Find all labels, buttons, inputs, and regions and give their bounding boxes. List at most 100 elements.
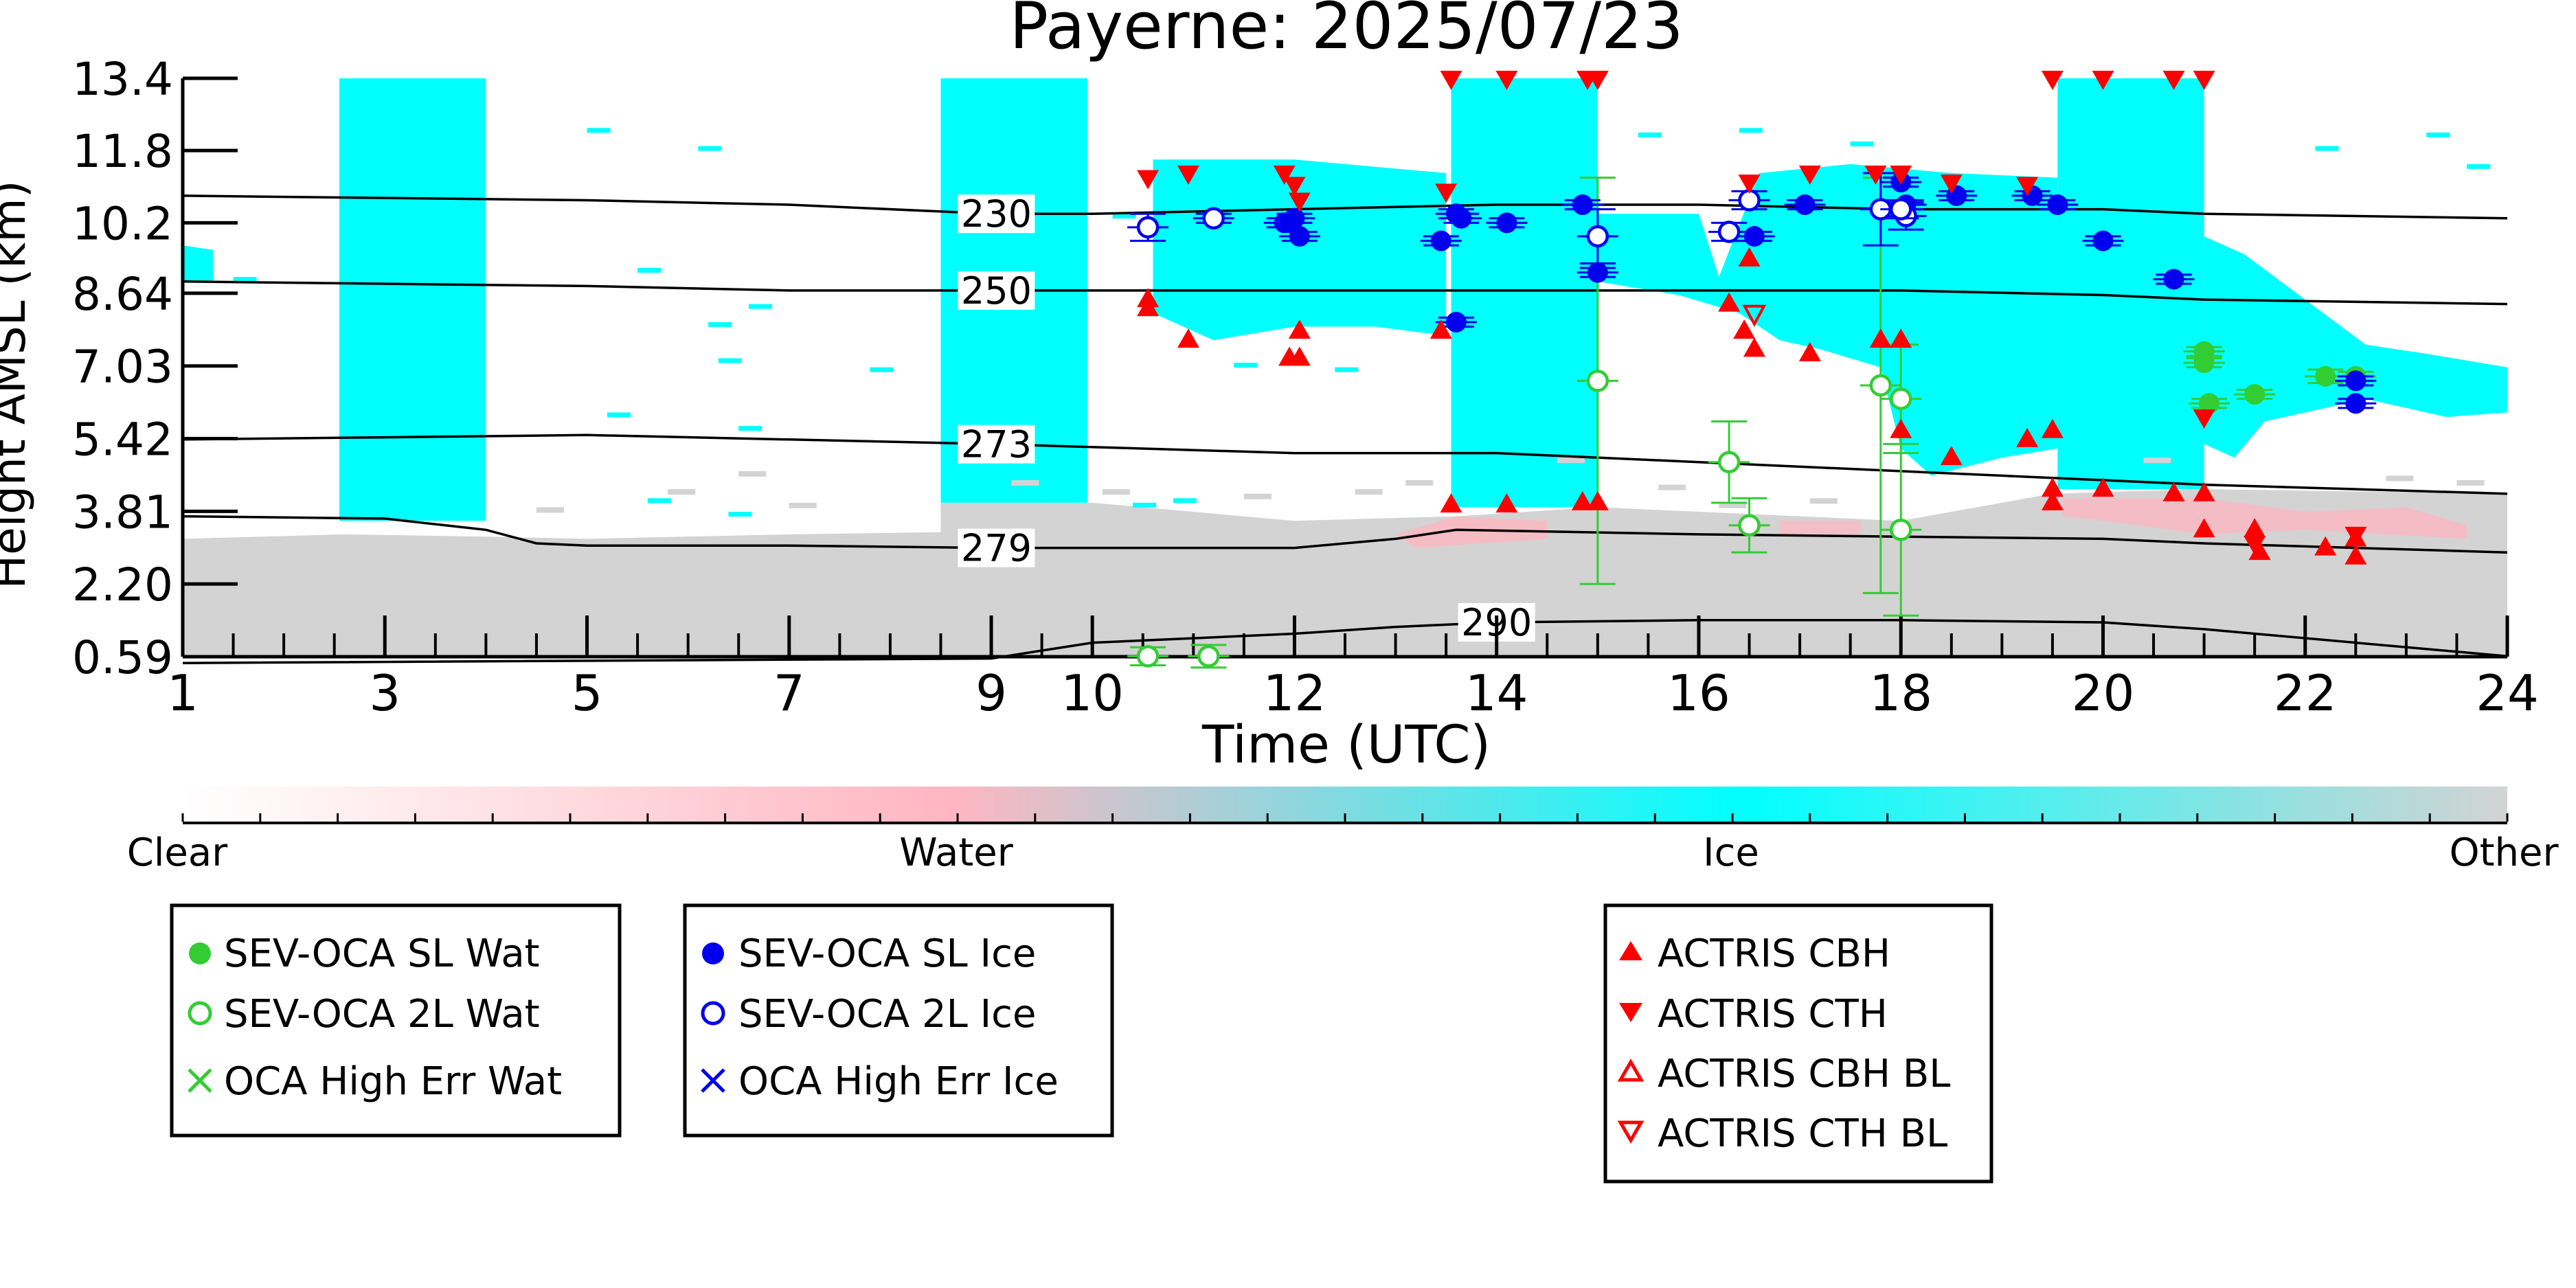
legend-label-cbh: ACTRIS CBH (1658, 931, 1890, 976)
marker-sev-oca-sl-ice (1451, 207, 1472, 229)
legend-label-2l-wat: SEV-OCA 2L Wat (224, 992, 540, 1037)
ice-fleck (1173, 498, 1197, 504)
isotherm-line (182, 515, 2508, 554)
aerosol-speckle (1557, 457, 1585, 464)
marker-actris-cbh (1430, 319, 1452, 339)
ice-cloud (1597, 163, 2058, 476)
marker-sev-oca-sl-ice (1572, 194, 1593, 216)
marker-sev-oca-sl-ice (1289, 226, 1310, 247)
ice-fleck (708, 321, 732, 327)
isotherm-line (182, 619, 2508, 664)
water-patch (1395, 516, 1548, 548)
marker-sev-oca-sl-wat (2198, 393, 2219, 414)
marker-actris-cbh (1743, 337, 1765, 357)
marker-sev-oca-sl-ice (1445, 311, 1467, 332)
ice-cloud (1153, 159, 1447, 341)
x-tick-label: 7 (773, 664, 805, 722)
marker-sev-oca-2l-ice (1889, 198, 1912, 221)
marker-actris-cth (1177, 166, 1199, 185)
isotherm-line (182, 194, 2508, 220)
aerosol-speckle (1809, 498, 1838, 504)
x-axis-label: Time (UTC) (1201, 714, 1491, 775)
marker-actris-cth (2193, 71, 2215, 90)
aerosol-speckle (1658, 484, 1686, 490)
legend-ice: SEV-OCA SL Ice SEV-OCA 2L Ice OCA High E… (683, 903, 1114, 1138)
marker-actris-cth-bl (1742, 304, 1767, 328)
marker-actris-cth (1940, 174, 1963, 194)
marker-sev-oca-2l-wat (1869, 374, 1893, 397)
ice-fleck (1850, 142, 1874, 147)
marker-actris-cth (1890, 166, 1912, 185)
legend-label-cth-bl: ACTRIS CTH BL (1658, 1111, 1947, 1156)
marker-actris-cbh (1440, 493, 1462, 513)
marker-actris-cbh (2092, 477, 2114, 497)
x-tick-label: 5 (572, 664, 603, 722)
marker-actris-cbh (1137, 297, 1160, 317)
x-tick-label: 12 (1263, 664, 1326, 722)
ice-fleck (1739, 128, 1763, 133)
y-tick-label: 3.81 (72, 486, 173, 539)
marker-actris-cth (1435, 183, 1458, 203)
isotherm-line (182, 433, 2508, 495)
marker-sev-oca-2l-wat (1197, 645, 1220, 668)
legend-label-cbh-bl: ACTRIS CBH BL (1658, 1052, 1950, 1096)
aerosol-speckle (789, 502, 817, 508)
legend-box-water (170, 903, 622, 1138)
marker-actris-cth (1798, 166, 1821, 185)
aerosol-speckle (738, 471, 767, 477)
legend-label-sl-ice: SEV-OCA SL Ice (738, 931, 1036, 976)
marker-actris-cbh (1890, 418, 1912, 438)
marker-actris-cbh (2244, 518, 2266, 538)
marker-actris-cth (2193, 409, 2215, 429)
ice-fleck (2426, 132, 2450, 137)
marker-sev-oca-sl-ice (1284, 207, 1305, 229)
legend-marker-2l-wat (188, 1001, 212, 1026)
marker-actris-cth (1440, 71, 1462, 90)
y-tick-label: 11.8 (72, 125, 173, 178)
x-tick-label: 18 (1869, 664, 1932, 722)
marker-sev-oca-sl-ice (1743, 226, 1765, 247)
aerosol-speckle (1011, 479, 1039, 486)
marker-sev-oca-2l-wat (1889, 519, 1912, 541)
marker-sev-oca-sl-ice (1430, 230, 1451, 251)
colorbar-ticks (181, 813, 2509, 824)
isotherm-line (182, 280, 2508, 306)
ice-fleck (1638, 132, 1662, 137)
aerosol-speckle (1243, 493, 1272, 499)
legend-water: SEV-OCA SL Wat SEV-OCA 2L Wat OCA High E… (170, 903, 622, 1138)
plot-axes: 0.59 2.20 3.81 5.42 7.03 8.64 10.2 11.8 13.4 1 3 5 7… (72, 53, 2539, 722)
ice-fleck (738, 426, 762, 431)
aerosol-speckle (1719, 502, 1747, 508)
y-tick-label: 2.20 (72, 558, 173, 611)
ice-cloud (183, 245, 214, 282)
legend-label-sl-wat: SEV-OCA SL Wat (224, 931, 540, 976)
marker-sev-oca-sl-ice (2163, 269, 2184, 290)
isotherm-label: 279 (961, 527, 1032, 570)
colorbar-label-ice: Ice (1703, 831, 1759, 875)
marker-sev-oca-2l-wat (1136, 645, 1160, 668)
ice-fleck (1335, 367, 1359, 372)
isotherm-label: 250 (961, 269, 1032, 313)
marker-actris-cbh (1798, 341, 1821, 361)
marker-actris-cth (2345, 526, 2367, 546)
legend-marker-higherr-wat (188, 1068, 212, 1093)
x-tick-label: 10 (1061, 664, 1124, 722)
marker-actris-cth (1288, 192, 1311, 212)
legend-marker-cth (1619, 1003, 1642, 1022)
marker-sev-oca-2l-wat (1738, 514, 1761, 536)
marker-sev-oca-sl-ice (1496, 212, 1517, 234)
x-tick-label: 9 (975, 664, 1007, 722)
marker-actris-cbh (1890, 328, 1912, 348)
legend-marker-cbh (1619, 941, 1642, 960)
ice-fleck (637, 268, 662, 273)
aerosol-layer (183, 489, 2507, 657)
isotherm-label: 230 (961, 192, 1032, 236)
marker-actris-cth (1495, 71, 1518, 90)
marker-sev-oca-sl-ice (1794, 194, 1816, 216)
y-tick-label: 10.2 (72, 197, 173, 250)
marker-actris-cbh (2345, 545, 2367, 565)
aerosol-speckle (1405, 479, 1434, 486)
marker-actris-cbh (1733, 319, 1756, 339)
marker-sev-oca-2l-wat (1889, 387, 1912, 410)
aerosol-speckle (2386, 475, 2414, 482)
